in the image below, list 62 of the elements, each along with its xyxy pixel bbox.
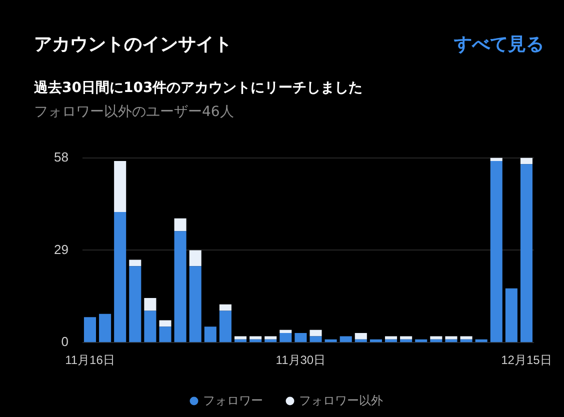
bar (250, 336, 262, 340)
bar (520, 164, 532, 342)
bar (129, 266, 142, 342)
bar (99, 314, 112, 342)
bar (384, 336, 398, 340)
legend-label: フォロワー (203, 393, 263, 408)
bar (189, 250, 202, 266)
bar (340, 336, 352, 342)
bar (114, 212, 126, 342)
text: すべて見る (454, 33, 544, 56)
x-tick-label: 11月30日 (276, 353, 326, 368)
bar (219, 310, 232, 342)
bar (144, 298, 156, 311)
legend-label: フォロワー以外 (299, 393, 383, 408)
bar (505, 288, 518, 342)
bar (520, 158, 532, 164)
text: フォロワー以外のユーザー46人 (34, 103, 234, 121)
bar (234, 336, 247, 340)
bar (219, 304, 232, 311)
chart-title: アカウントのインサイト (34, 33, 232, 56)
bar (234, 339, 247, 342)
bar (400, 336, 412, 340)
bar (415, 339, 428, 342)
bar (490, 160, 502, 342)
bar (129, 260, 142, 266)
bar (400, 339, 412, 342)
bar (460, 336, 472, 340)
bar (159, 320, 172, 327)
bar (294, 333, 307, 342)
bar (174, 218, 186, 232)
y-tick-label: 29 (54, 242, 68, 257)
bar (144, 310, 156, 342)
bar (370, 339, 382, 342)
bar (324, 339, 337, 342)
bar (310, 336, 322, 342)
bar (174, 231, 186, 342)
bar (280, 333, 292, 342)
bar (310, 330, 322, 336)
bar (159, 326, 172, 342)
bar (460, 339, 472, 342)
bar (445, 339, 458, 342)
bar (354, 339, 367, 342)
bar (490, 158, 502, 161)
bar (114, 160, 126, 212)
bar (430, 339, 442, 342)
x-tick-label: 11月16日 (65, 353, 115, 368)
bar (189, 266, 202, 342)
bar (354, 333, 367, 340)
bar (264, 339, 277, 342)
bar (264, 336, 277, 340)
bar (204, 326, 216, 342)
x-tick-label: 12月15日 (501, 353, 552, 368)
y-tick-label: 58 (54, 149, 68, 164)
y-tick-label: 0 (61, 334, 68, 350)
bar (250, 339, 262, 342)
bar (384, 339, 398, 342)
bar (84, 317, 96, 342)
bar (445, 336, 458, 340)
bar (475, 339, 488, 342)
chart-subtitle: 過去30日間に103件のアカウントにリーチしました (34, 79, 363, 97)
bar (280, 330, 292, 334)
bar (430, 336, 442, 340)
